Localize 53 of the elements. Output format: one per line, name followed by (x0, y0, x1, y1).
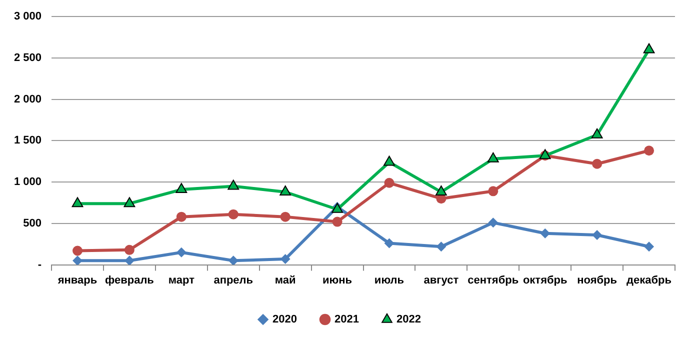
y-tick-label: - (38, 258, 42, 271)
y-tick-label: 3 000 (14, 10, 42, 23)
y-tick-label: 2 000 (14, 93, 42, 106)
point (644, 242, 654, 252)
x-tick-label: апрель (214, 274, 254, 286)
point (72, 246, 83, 256)
point (176, 212, 186, 222)
point (384, 156, 395, 166)
legend-label: 2022 (396, 314, 421, 326)
point (280, 212, 290, 222)
x-tick-label: октябрь (522, 274, 568, 286)
x-tick-label: июль (374, 274, 404, 286)
point (228, 180, 240, 190)
x-tick-label: февраль (104, 274, 154, 286)
point (72, 197, 84, 208)
point (488, 186, 498, 196)
point (280, 185, 292, 196)
point (228, 209, 238, 220)
point (124, 197, 136, 208)
y-tick-label: 1 000 (14, 176, 42, 188)
point (384, 238, 394, 248)
x-tick-label: сентябрь (468, 274, 519, 286)
point (643, 43, 655, 54)
point (591, 128, 603, 138)
point (228, 256, 238, 265)
point (124, 244, 134, 255)
point (72, 256, 83, 265)
legend-label: 2020 (272, 314, 298, 326)
point (540, 228, 550, 238)
point (436, 242, 446, 252)
y-tick-label: 2 500 (14, 52, 42, 64)
x-tick-label: январь (58, 274, 98, 286)
point (280, 254, 290, 264)
point (488, 218, 498, 228)
point (436, 185, 447, 196)
x-tick-label: ноябрь (577, 274, 618, 286)
y-tick-label: 500 (23, 217, 42, 230)
x-tick-label: август (424, 274, 460, 286)
legend-label: 2021 (334, 314, 359, 326)
point (384, 178, 394, 188)
point (176, 183, 188, 194)
point (176, 247, 186, 258)
x-tick-label: июнь (322, 274, 352, 286)
point (592, 230, 602, 240)
y-tick-label: 1 500 (14, 134, 42, 147)
x-tick-label: март (168, 274, 196, 286)
point (644, 146, 654, 156)
x-tick-label: май (274, 274, 296, 286)
point (332, 216, 342, 227)
point (124, 256, 134, 265)
x-tick-label: декабрь (626, 274, 672, 286)
point (487, 152, 499, 162)
point (592, 158, 602, 169)
